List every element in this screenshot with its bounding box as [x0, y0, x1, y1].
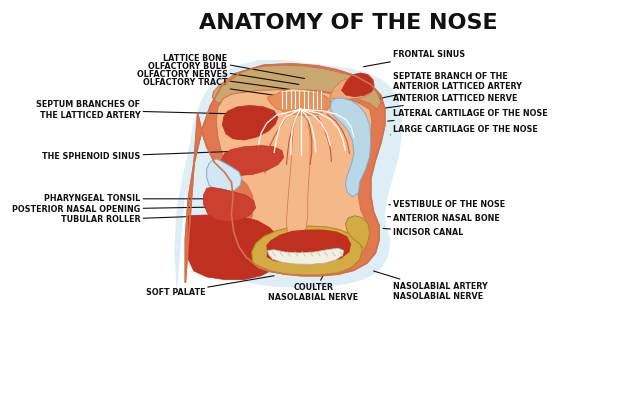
Polygon shape: [222, 105, 278, 140]
Polygon shape: [174, 60, 402, 295]
Polygon shape: [212, 65, 381, 109]
Text: ANTERIOR LATTICED NERVE: ANTERIOR LATTICED NERVE: [385, 94, 518, 108]
Polygon shape: [346, 216, 370, 248]
Polygon shape: [341, 73, 374, 97]
Text: COULTER
NASOLABIAL NERVE: COULTER NASOLABIAL NERVE: [269, 271, 358, 302]
Text: LARGE CARTILAGE OF THE NOSE: LARGE CARTILAGE OF THE NOSE: [391, 124, 538, 135]
Text: VESTIBULE OF THE NOSE: VESTIBULE OF THE NOSE: [389, 200, 506, 209]
Polygon shape: [266, 230, 351, 264]
Text: LATTICE BONE: LATTICE BONE: [163, 54, 305, 78]
Polygon shape: [267, 92, 331, 116]
Polygon shape: [204, 187, 255, 222]
Polygon shape: [216, 90, 372, 268]
Text: OLFACTORY NERVES: OLFACTORY NERVES: [137, 70, 296, 90]
Polygon shape: [267, 248, 344, 264]
Text: INCISOR CANAL: INCISOR CANAL: [383, 228, 464, 237]
Text: SEPTUM BRANCHES OF
THE LATTICED ARTERY: SEPTUM BRANCHES OF THE LATTICED ARTERY: [37, 100, 270, 120]
Text: POSTERIOR NASAL OPENING: POSTERIOR NASAL OPENING: [12, 205, 233, 214]
Text: OLFACTORY BULB: OLFACTORY BULB: [149, 62, 299, 84]
Polygon shape: [185, 64, 385, 283]
Text: SOFT PALATE: SOFT PALATE: [145, 276, 274, 297]
Polygon shape: [331, 98, 371, 197]
Text: FRONTAL SINUS: FRONTAL SINUS: [363, 50, 465, 67]
Text: NASOLABIAL ARTERY
NASOLABIAL NERVE: NASOLABIAL ARTERY NASOLABIAL NERVE: [374, 271, 488, 301]
Text: PHARYNGEAL TONSIL: PHARYNGEAL TONSIL: [44, 194, 230, 203]
Text: OLFACTORY TRACT: OLFACTORY TRACT: [143, 78, 289, 98]
Text: THE SPHENOID SINUS: THE SPHENOID SINUS: [42, 151, 241, 161]
Text: ANATOMY OF THE NOSE: ANATOMY OF THE NOSE: [199, 13, 497, 33]
Polygon shape: [252, 226, 362, 275]
Polygon shape: [269, 89, 327, 109]
Polygon shape: [188, 215, 282, 280]
Text: ANTERIOR NASAL BONE: ANTERIOR NASAL BONE: [387, 214, 500, 224]
Text: SEPTATE BRANCH OF THE
ANTERIOR LATTICED ARTERY: SEPTATE BRANCH OF THE ANTERIOR LATTICED …: [381, 72, 522, 98]
Polygon shape: [221, 146, 284, 176]
Text: TUBULAR ROLLER: TUBULAR ROLLER: [61, 215, 236, 224]
Polygon shape: [330, 78, 371, 99]
Text: LATERAL CARTILAGE OF THE NOSE: LATERAL CARTILAGE OF THE NOSE: [387, 109, 548, 121]
Polygon shape: [286, 116, 310, 240]
Polygon shape: [207, 159, 241, 192]
